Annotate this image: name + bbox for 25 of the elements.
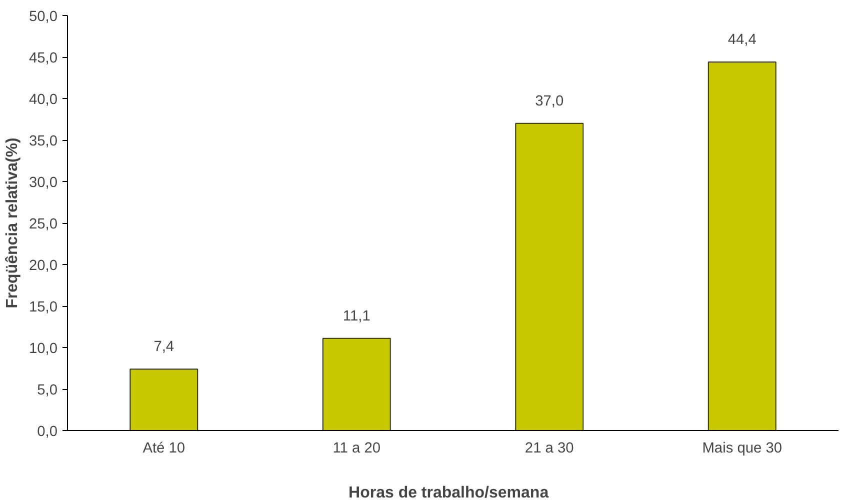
y-tick-label: 20,0 [28,258,58,274]
y-tick-label: 45,0 [28,50,58,66]
x-tick-label: Até 10 [142,440,186,456]
x-tick-label: Mais que 30 [702,440,782,456]
x-tick-label: 11 a 20 [332,440,381,456]
data-label: 44,4 [728,32,756,48]
bar [130,368,198,430]
x-axis-title: Horas de trabalho/semana [348,484,549,502]
y-tick-label: 25,0 [28,216,58,232]
y-tick-label: 5,0 [37,382,58,398]
y-tick-label: 30,0 [28,175,58,191]
bar [322,338,391,430]
x-tick-label: 21 a 30 [524,440,574,456]
data-label: 7,4 [154,339,174,356]
data-label: 37,0 [535,93,564,110]
y-tick-label: 40,0 [28,92,58,108]
y-tick-label: 35,0 [28,134,58,150]
bar [708,61,776,430]
y-tick-label: 0,0 [37,424,58,440]
bar [515,122,584,430]
data-label: 11,1 [342,308,370,324]
y-tick-label: 10,0 [28,341,58,357]
y-tick-label: 50,0 [28,9,58,25]
y-tick-label: 15,0 [28,300,58,316]
y-axis-title: Freqüência relativa(%) [4,138,21,308]
